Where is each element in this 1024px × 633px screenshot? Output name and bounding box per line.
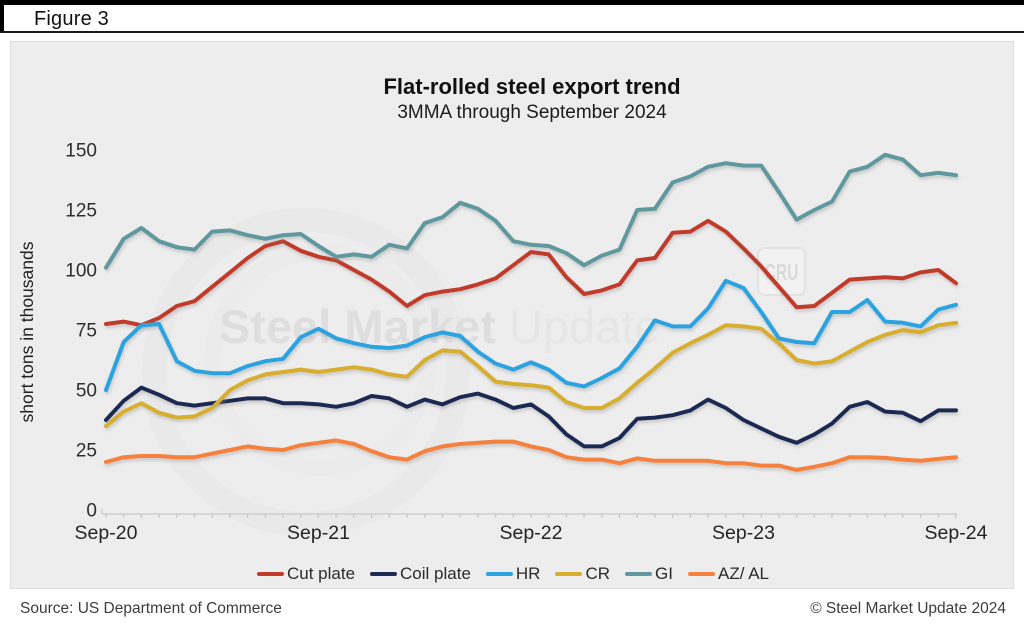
chart-canvas: Steel Market Update CRU Flat-rolled steel … — [17, 74, 988, 544]
figure-label: Figure 3 — [34, 8, 109, 30]
svg-text:75: 75 — [76, 321, 97, 342]
chart-subtitle: 3MMA through September 2024 — [397, 102, 667, 123]
legend-label: AZ/ AL — [717, 564, 770, 583]
header-left-edge — [0, 0, 4, 33]
y-axis-labels: 0 25 50 75 100 125 150 — [65, 141, 97, 522]
legend-item-cut-plate: Cut plate — [256, 564, 356, 584]
legend-swatch — [485, 571, 513, 577]
legend-swatch — [555, 571, 583, 577]
svg-text:125: 125 — [65, 201, 97, 222]
series-coil-plate — [104, 385, 958, 449]
cru-logo: CRU — [757, 247, 806, 296]
series-cut-plate — [104, 218, 958, 328]
legend-item-coil-plate: Coil plate — [370, 564, 471, 584]
svg-text:Sep-23: Sep-23 — [712, 522, 775, 544]
x-axis — [101, 509, 957, 518]
chart-legend: Cut plate Coil plate HR CR GI AZ/ AL — [11, 561, 1015, 587]
y-axis-title: short tons in thousands — [17, 241, 37, 422]
series-gi — [104, 152, 958, 270]
svg-text:0: 0 — [86, 501, 97, 522]
copyright-note: © Steel Market Update 2024 — [810, 600, 1006, 617]
legend-label: Coil plate — [400, 564, 471, 583]
legend-swatch — [625, 571, 653, 577]
legend-item-hr: HR — [485, 564, 541, 584]
legend-label: HR — [515, 564, 541, 583]
source-note: Source: US Department of Commerce — [20, 600, 282, 617]
svg-text:Sep-22: Sep-22 — [500, 522, 563, 544]
chart-title: Flat-rolled steel export trend — [383, 74, 680, 99]
legend-label: GI — [655, 564, 673, 583]
swirl-watermark — [142, 208, 470, 536]
x-axis-labels: Sep-20 Sep-21 Sep-22 Sep-23 Sep-24 — [75, 522, 988, 544]
chart-panel: Steel Market Update CRU Flat-rolled steel … — [10, 41, 1014, 589]
legend-item-gi: GI — [625, 564, 673, 584]
svg-text:25: 25 — [76, 441, 97, 462]
steel-market-update-watermark: Steel Market Update — [219, 300, 661, 353]
legend-swatch — [687, 571, 715, 577]
legend-label: CR — [585, 564, 611, 583]
svg-text:Sep-24: Sep-24 — [925, 522, 988, 544]
svg-text:Sep-20: Sep-20 — [75, 522, 138, 544]
series-az-al — [104, 438, 958, 472]
legend-label: Cut plate — [286, 564, 356, 583]
svg-text:100: 100 — [65, 261, 97, 282]
legend-swatch — [370, 571, 398, 577]
svg-text:Sep-21: Sep-21 — [287, 522, 350, 544]
legend-item-az-al: AZ/ AL — [687, 564, 770, 584]
figure-header: Figure 3 — [0, 5, 1024, 33]
series-cr — [104, 320, 958, 428]
svg-text:50: 50 — [76, 381, 97, 402]
svg-text:CRU: CRU — [765, 259, 799, 285]
series-hr — [104, 278, 958, 392]
svg-text:150: 150 — [65, 141, 97, 162]
top-border-bar — [0, 0, 1024, 5]
legend-swatch — [256, 571, 284, 577]
legend-item-cr: CR — [555, 564, 610, 584]
